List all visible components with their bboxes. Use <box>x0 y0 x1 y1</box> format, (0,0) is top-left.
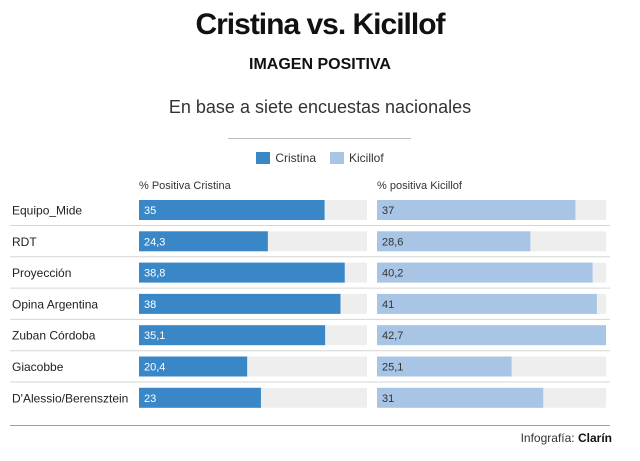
bar-cristina <box>139 231 268 252</box>
bar-cristina <box>139 293 341 314</box>
category-label: Proyección <box>12 266 71 280</box>
chart-description: En base a siete encuestas nacionales <box>168 97 472 117</box>
separator-line <box>228 138 411 139</box>
legend-swatch-kicillof <box>330 152 344 164</box>
bar-kicillof <box>377 200 576 220</box>
category-label: Opina Argentina <box>12 297 98 311</box>
column-header-cristina: % Positiva Cristina <box>139 180 231 192</box>
bar-value-label-kicillof: 40,2 <box>382 268 403 280</box>
category-label: Equipo_Mide <box>12 204 82 218</box>
legend-item-cristina: Cristina <box>256 151 316 165</box>
bar-value-label-kicillof: 25,1 <box>382 362 403 374</box>
chart-title: Cristina vs. Kicillof <box>195 8 445 41</box>
bar-kicillof <box>377 387 544 408</box>
bar-value-label-cristina: 23 <box>144 393 156 405</box>
bar-value-label-cristina: 35,1 <box>144 330 165 342</box>
bottom-rule <box>10 425 610 426</box>
legend-label-kicillof: Kicillof <box>349 151 384 165</box>
bar-kicillof <box>377 293 597 314</box>
bar-value-label-kicillof: 31 <box>382 393 394 405</box>
bar-kicillof <box>377 262 593 283</box>
bar-value-label-cristina: 24,3 <box>144 236 165 248</box>
legend-label-cristina: Cristina <box>275 151 316 165</box>
credit-brand: Clarín <box>577 431 612 445</box>
bar-cristina <box>139 387 261 408</box>
category-label: Giacobbe <box>12 360 64 374</box>
bar-kicillof <box>377 231 531 252</box>
chart-subtitle: IMAGEN POSITIVA <box>249 56 391 73</box>
category-label: RDT <box>12 235 37 249</box>
legend-swatch-cristina <box>256 152 271 164</box>
bar-value-label-kicillof: 42,7 <box>382 330 403 342</box>
bar-value-label-kicillof: 28,6 <box>382 236 403 248</box>
legend: Cristina Kicillof <box>0 151 640 165</box>
bar-kicillof <box>377 356 512 377</box>
credit-prefix: Infografía: <box>520 431 575 445</box>
bar-value-label-cristina: 35 <box>144 205 156 217</box>
bar-value-label-cristina: 38 <box>144 299 156 311</box>
credit: Infografía: Clarín <box>521 431 612 445</box>
bar-value-label-kicillof: 37 <box>382 205 394 217</box>
bar-value-label-cristina: 20,4 <box>144 362 165 374</box>
bar-cristina <box>139 356 248 377</box>
category-label: D'Alessio/Berensztein <box>12 391 128 405</box>
bar-value-label-kicillof: 41 <box>382 299 394 311</box>
column-header-kicillof: % positiva Kicillof <box>377 180 462 192</box>
bar-cristina <box>139 325 326 346</box>
bar-cristina <box>139 262 345 283</box>
legend-item-kicillof: Kicillof <box>330 151 384 165</box>
bar-kicillof <box>377 325 606 346</box>
category-label: Zuban Córdoba <box>12 329 96 343</box>
bar-cristina <box>139 200 325 220</box>
bar-value-label-cristina: 38,8 <box>144 268 165 280</box>
